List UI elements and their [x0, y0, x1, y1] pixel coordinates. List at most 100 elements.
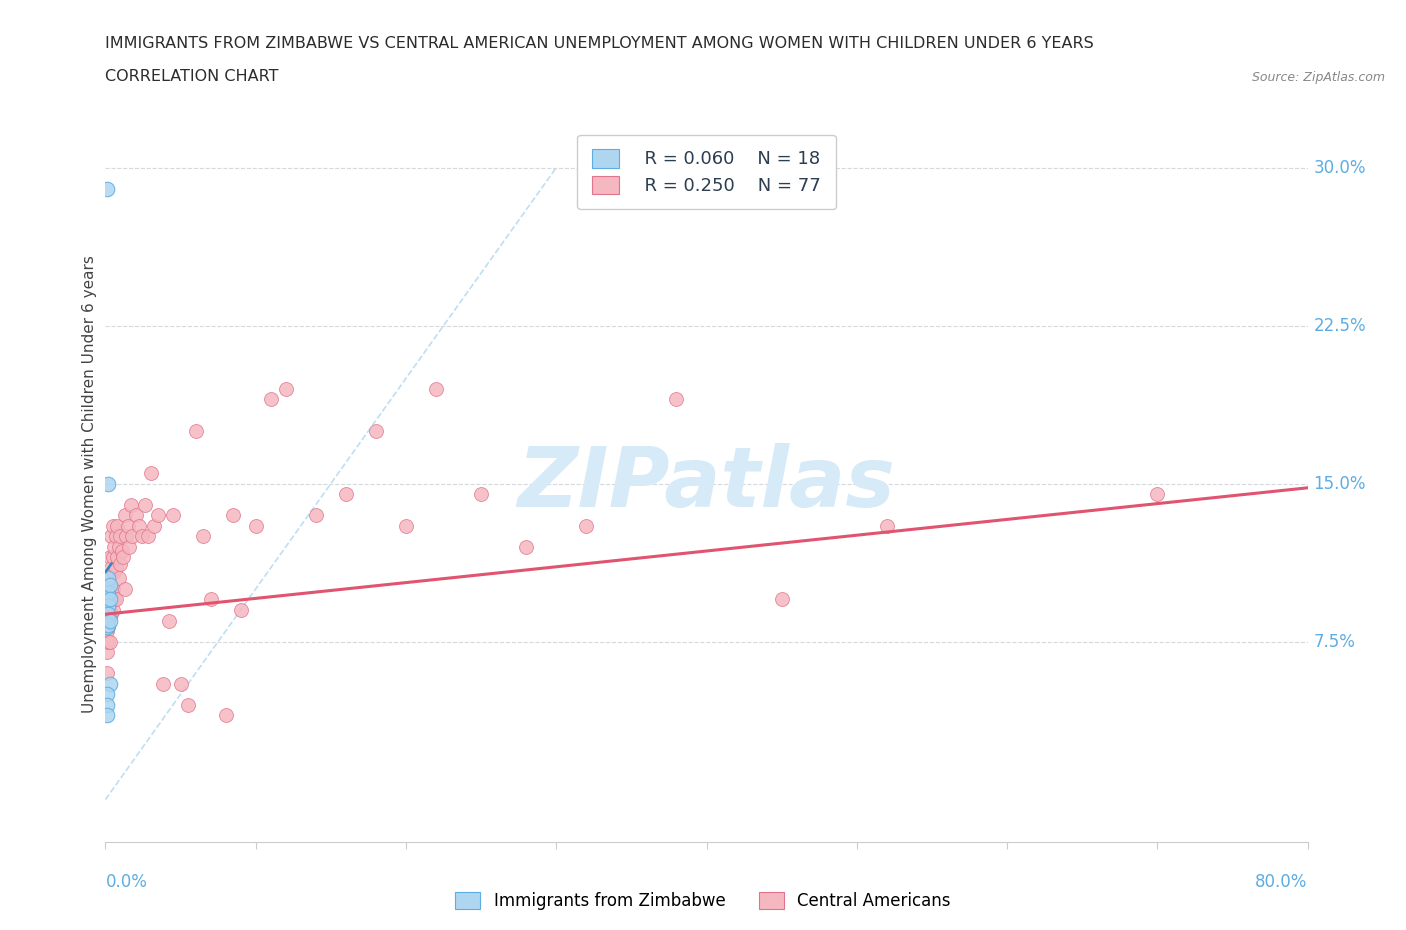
Point: [97, 476, 120, 491]
Point: [222, 508, 245, 523]
Point: [107, 550, 129, 565]
Point: [96, 603, 118, 618]
Point: [98, 676, 121, 691]
Point: [115, 529, 138, 544]
Text: 0.0%: 0.0%: [105, 872, 148, 891]
Point: [200, 592, 222, 607]
Point: [100, 561, 122, 576]
Y-axis label: Unemployment Among Women with Children Under 6 years: Unemployment Among Women with Children U…: [82, 255, 97, 712]
Point: [96, 581, 118, 596]
Point: [146, 508, 169, 523]
Point: [97, 634, 120, 649]
Point: [100, 529, 122, 544]
Point: [101, 603, 124, 618]
Point: [665, 392, 688, 406]
Text: ZIPatlas: ZIPatlas: [517, 443, 896, 525]
Point: [470, 486, 492, 501]
Point: [96, 644, 118, 659]
Point: [101, 581, 124, 596]
Point: [118, 539, 141, 554]
Point: [100, 586, 122, 601]
Point: [121, 529, 143, 544]
Point: [98, 550, 121, 565]
Point: [104, 529, 127, 544]
Point: [128, 518, 150, 533]
Point: [112, 550, 135, 565]
Point: [110, 556, 132, 571]
Point: [770, 592, 793, 607]
Point: [97, 619, 120, 634]
Text: 15.0%: 15.0%: [1313, 474, 1367, 493]
Point: [97, 586, 120, 601]
Point: [575, 518, 598, 533]
Point: [191, 529, 214, 544]
Point: [108, 571, 131, 586]
Point: [98, 596, 121, 611]
Point: [335, 486, 357, 501]
Point: [96, 686, 118, 701]
Point: [142, 518, 165, 533]
Point: [96, 708, 118, 723]
Text: CORRELATION CHART: CORRELATION CHART: [105, 69, 278, 84]
Point: [97, 606, 120, 621]
Point: [364, 423, 387, 438]
Point: [103, 592, 125, 607]
Point: [111, 543, 134, 558]
Point: [107, 518, 129, 533]
Point: [139, 466, 162, 481]
Point: [876, 518, 898, 533]
Point: [425, 381, 447, 396]
Point: [395, 518, 418, 533]
Point: [101, 518, 124, 533]
Point: [98, 613, 121, 628]
Text: Source: ZipAtlas.com: Source: ZipAtlas.com: [1251, 71, 1385, 84]
Point: [152, 676, 174, 691]
Point: [96, 619, 118, 634]
Text: IMMIGRANTS FROM ZIMBABWE VS CENTRAL AMERICAN UNEMPLOYMENT AMONG WOMEN WITH CHILD: IMMIGRANTS FROM ZIMBABWE VS CENTRAL AMER…: [105, 36, 1094, 51]
Point: [114, 581, 136, 596]
Point: [96, 666, 118, 681]
Point: [104, 592, 127, 607]
Point: [305, 508, 328, 523]
Point: [131, 529, 153, 544]
Point: [104, 561, 127, 576]
Point: [120, 498, 142, 512]
Legend: Immigrants from Zimbabwe, Central Americans: Immigrants from Zimbabwe, Central Americ…: [449, 885, 957, 917]
Point: [96, 606, 118, 621]
Text: 7.5%: 7.5%: [1313, 632, 1355, 651]
Point: [162, 508, 184, 523]
Point: [114, 508, 136, 523]
Point: [110, 529, 132, 544]
Point: [134, 498, 156, 512]
Point: [124, 508, 146, 523]
Point: [98, 634, 121, 649]
Point: [101, 550, 124, 565]
Point: [98, 581, 121, 596]
Point: [97, 571, 120, 586]
Text: 30.0%: 30.0%: [1313, 159, 1367, 177]
Point: [108, 539, 131, 554]
Point: [98, 578, 121, 592]
Point: [274, 381, 297, 396]
Point: [98, 609, 121, 624]
Point: [96, 181, 118, 196]
Point: [97, 606, 120, 621]
Point: [169, 676, 191, 691]
Point: [117, 518, 139, 533]
Point: [214, 708, 236, 723]
Text: 80.0%: 80.0%: [1256, 872, 1308, 891]
Point: [184, 423, 207, 438]
Point: [515, 539, 537, 554]
Point: [97, 592, 120, 607]
Point: [100, 606, 122, 621]
Point: [260, 392, 283, 406]
Point: [96, 592, 118, 607]
Point: [136, 529, 159, 544]
Point: [157, 613, 180, 628]
Point: [97, 618, 120, 632]
Point: [103, 539, 125, 554]
Point: [97, 598, 120, 613]
Point: [98, 592, 121, 607]
Point: [177, 698, 200, 712]
Point: [103, 565, 125, 579]
